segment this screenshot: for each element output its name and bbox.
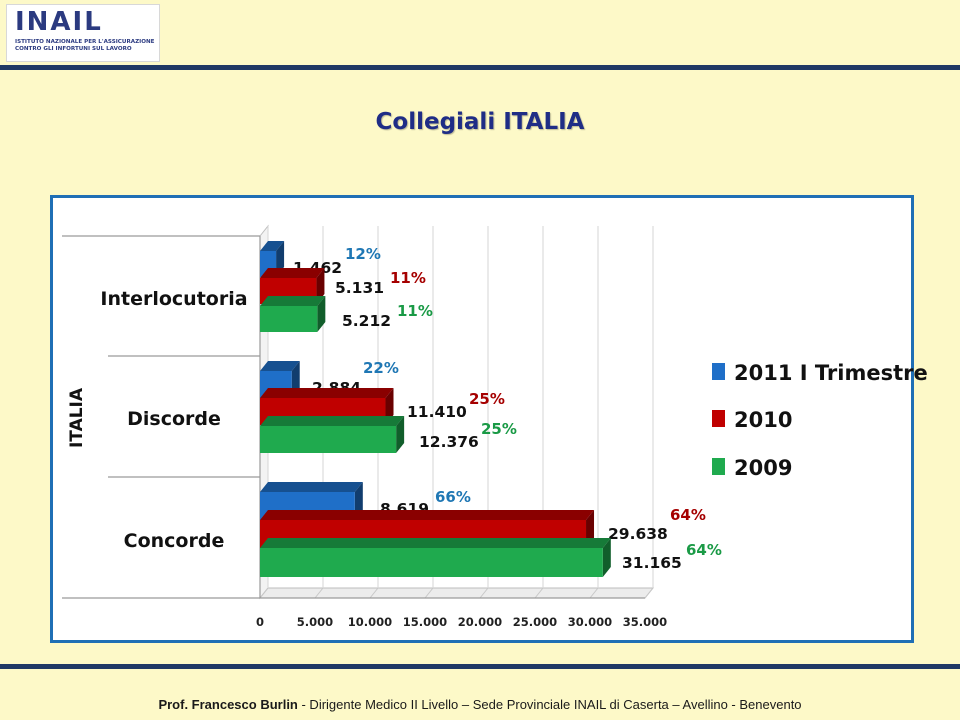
x-tick-label: 35.000 [623,615,667,629]
x-tick-label: 10.000 [348,615,392,629]
x-grid-foot [369,587,379,599]
bar-value-label: 5.212 [342,312,391,330]
logo-wordmark: INAIL [15,7,103,37]
bar-top-face [260,482,363,492]
category-label: Concorde [124,530,225,552]
bar-percent-label: 11% [390,269,426,287]
x-tick-label: 0 [256,615,264,629]
x-grid-foot [644,587,654,599]
slide-title: Collegiali ITALIA [375,109,585,135]
bar-value-label: 31.165 [622,554,682,572]
x-grid-foot [534,587,544,599]
bar-value-label: 12.376 [419,433,479,451]
legend-swatch [712,363,725,380]
x-grid-foot [479,587,489,599]
bar-side-face [602,538,611,577]
bar-side-face [396,416,405,453]
x-tick-label: 15.000 [403,615,447,629]
bar-side-face [385,388,394,425]
bar-side-face [317,296,326,332]
bar-percent-label: 22% [363,359,399,377]
bar-percent-label: 25% [469,390,505,408]
bar-percent-label: 64% [670,506,706,524]
bar-value-label: 11.410 [407,403,467,421]
x-grid-foot [589,587,599,599]
legend-entry: 2010 [734,408,792,432]
bar-top-face [260,241,285,251]
bar-top-face [260,296,326,306]
bar-top-face [260,268,325,278]
legend-entry: 2009 [734,456,792,480]
x-tick-label: 5.000 [297,615,333,629]
x-grid-foot [314,587,324,599]
bar-percent-label: 11% [397,302,433,320]
bar [260,306,318,332]
logo-subtitle-line2: CONTRO GLI INFORTUNI SUL LAVORO [15,46,132,52]
footer: Prof. Francesco Burlin - Dirigente Medic… [0,697,960,712]
x-tick-label: 30.000 [568,615,612,629]
category-label: Discorde [127,408,221,430]
inail-logo: INAIL ISTITUTO NAZIONALE PER L'ASSICURAZ… [6,4,160,62]
category-label: Interlocutoria [100,288,247,310]
header-divider [0,65,960,70]
bar-value-label: 5.131 [335,279,384,297]
bar-top-face [260,416,405,426]
x-tick-label: 25.000 [513,615,557,629]
footer-role: - Dirigente Medico II Livello – Sede Pro… [297,697,802,712]
legend-swatch [712,458,725,475]
bar-side-face [316,268,325,304]
bar [260,426,397,453]
bar-percent-label: 12% [345,245,381,263]
x-grid-foot [424,587,434,599]
bar-percent-label: 66% [435,488,471,506]
legend-swatch [712,410,725,427]
legend-entry: 2011 I Trimestre [734,361,928,385]
bar-top-face [260,538,611,548]
logo-subtitle-line1: ISTITUTO NAZIONALE PER L'ASSICURAZIONE [15,39,155,45]
bar-top-face [260,361,300,371]
group-label: ITALIA [67,387,87,448]
bar-percent-label: 25% [481,420,517,438]
bar-value-label: 29.638 [608,525,668,543]
x-grid-foot [259,587,269,599]
bar-top-face [260,388,394,398]
bar-percent-label: 64% [686,541,722,559]
footer-author: Prof. Francesco Burlin [158,697,298,712]
bar [260,548,603,577]
footer-divider [0,664,960,669]
bar-top-face [260,510,595,520]
x-tick-label: 20.000 [458,615,502,629]
